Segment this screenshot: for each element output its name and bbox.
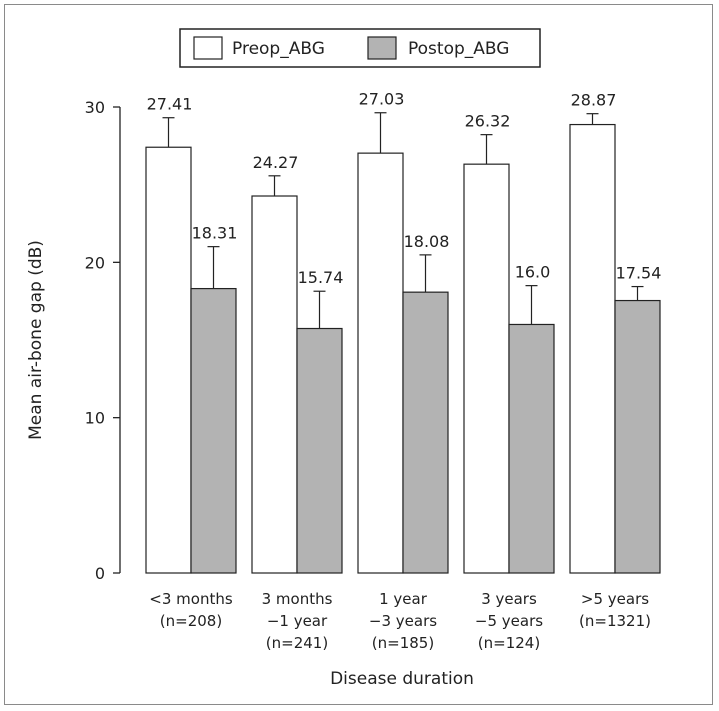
bar-preop xyxy=(251,195,298,574)
bar-postop xyxy=(296,327,343,574)
bar-preop xyxy=(569,123,616,574)
y-axis-title: Mean air-bone gap (dB) xyxy=(26,240,46,440)
value-label-preop: 27.41 xyxy=(147,95,193,114)
legend-swatch-postop xyxy=(367,36,397,60)
legend-box xyxy=(179,28,541,68)
bar-preop xyxy=(145,146,192,574)
category-label: −3 years xyxy=(369,612,437,630)
category-label: (n=124) xyxy=(478,634,540,652)
legend-label-preop: Preop_ABG xyxy=(232,39,325,59)
value-label-preop: 26.32 xyxy=(465,112,511,131)
legend-label-postop: Postop_ABG xyxy=(408,39,509,59)
category-label: (n=185) xyxy=(372,634,434,652)
bar-postop xyxy=(508,323,555,574)
category-label: >5 years xyxy=(581,590,649,608)
legend-swatch-preop xyxy=(193,36,223,60)
bar-postop xyxy=(402,291,449,574)
value-label-postop: 15.74 xyxy=(298,268,344,287)
y-tick-label: 10 xyxy=(85,409,105,428)
legend: Preop_ABG Postop_ABG xyxy=(179,28,541,68)
plot-area: 0 10 20 30 27.41 18.31 <3 months (n=208) 24.27 15… xyxy=(85,90,662,652)
category-label: 3 months xyxy=(262,590,333,608)
bar-postop xyxy=(190,287,237,574)
value-label-preop: 28.87 xyxy=(571,91,617,110)
value-label-postop: 17.54 xyxy=(616,264,662,283)
bar-postop xyxy=(614,299,661,574)
value-label-preop: 27.03 xyxy=(359,90,405,109)
category-label: (n=1321) xyxy=(579,612,651,630)
value-label-postop: 18.31 xyxy=(192,224,238,243)
x-axis-title: Disease duration xyxy=(330,669,474,689)
value-label-postop: 18.08 xyxy=(404,232,450,251)
bar-preop xyxy=(463,163,510,574)
value-label-postop: 16.0 xyxy=(515,263,551,282)
category-label: (n=241) xyxy=(266,634,328,652)
value-label-preop: 24.27 xyxy=(253,153,299,172)
category-label: −1 year xyxy=(267,612,328,630)
category-label: −5 years xyxy=(475,612,543,630)
category-label: 1 year xyxy=(379,590,428,608)
y-tick-label: 30 xyxy=(85,98,105,117)
y-tick-label: 0 xyxy=(95,564,105,583)
category-label: <3 months xyxy=(149,590,233,608)
category-label: (n=208) xyxy=(160,612,222,630)
category-label: 3 years xyxy=(481,590,537,608)
y-tick-label: 20 xyxy=(85,253,105,272)
bar-preop xyxy=(357,152,404,574)
